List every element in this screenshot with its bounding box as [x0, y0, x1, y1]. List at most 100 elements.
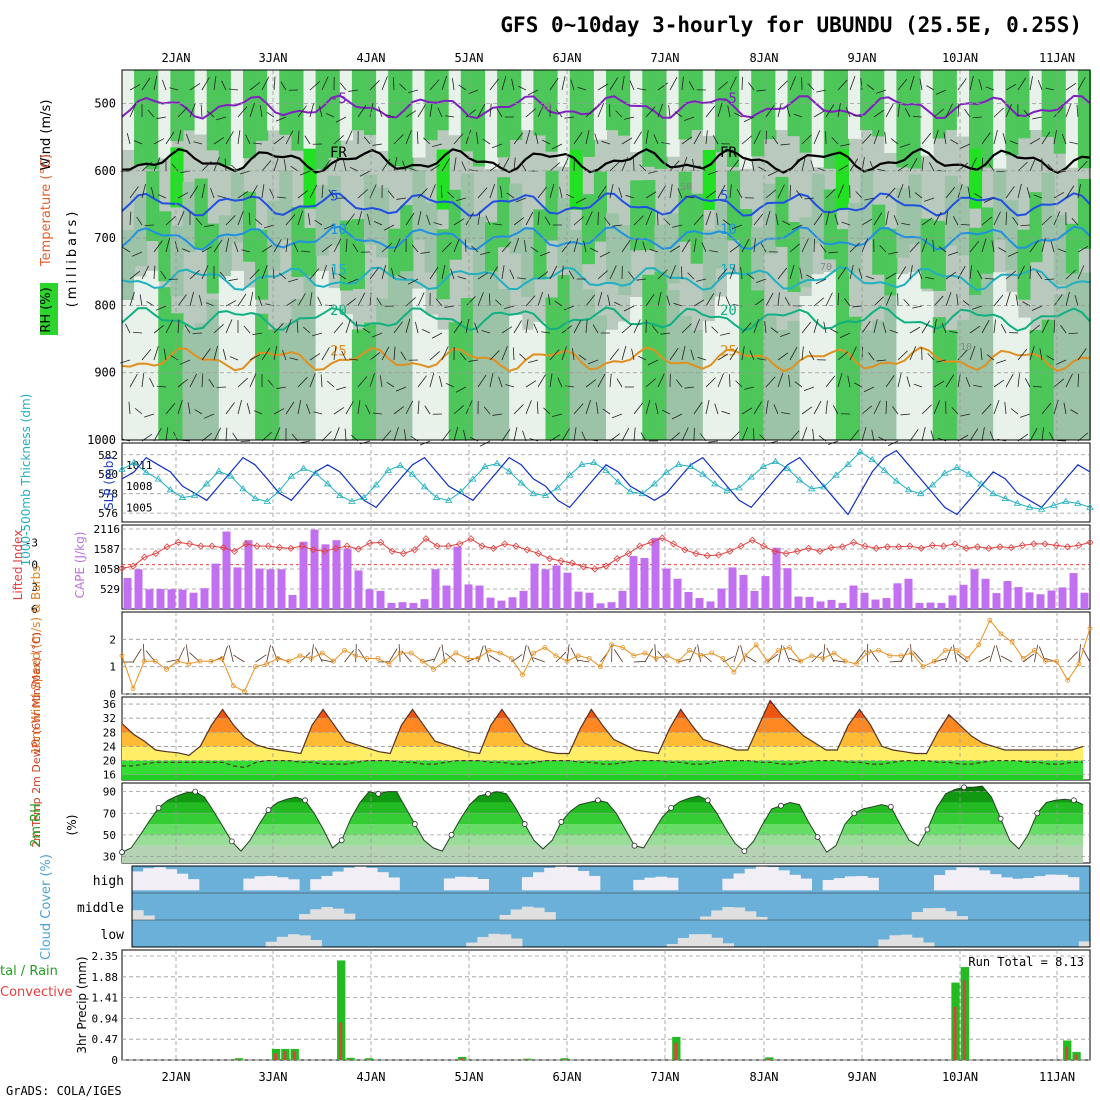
cape-bar	[574, 591, 583, 609]
wind-barb	[525, 380, 537, 388]
wind-barb	[405, 212, 415, 226]
wind-barb	[345, 238, 348, 253]
wind-barb	[201, 161, 212, 172]
wind-speed-point	[475, 656, 481, 661]
pressure-tick-label: 700	[94, 231, 116, 245]
wind-barb	[309, 373, 316, 388]
wind-barb	[873, 212, 883, 226]
rh-patch	[158, 287, 172, 440]
wind-barb	[1065, 373, 1073, 388]
wind-barb	[163, 348, 167, 361]
wind-barb	[141, 183, 146, 199]
wind-speed-point	[264, 661, 270, 667]
wind-barb	[359, 170, 371, 177]
li-point	[242, 540, 250, 548]
wind-barb	[949, 330, 959, 334]
rh-patch	[872, 320, 886, 440]
rh-patch	[339, 70, 353, 141]
rh-point	[265, 807, 272, 813]
wind-barb	[933, 400, 941, 415]
isotherm-label: FR	[330, 145, 347, 161]
wind-barb	[444, 305, 455, 308]
wind-barb	[333, 238, 342, 253]
rh-patch	[1005, 70, 1019, 156]
li-point	[433, 542, 441, 550]
thickness-point	[469, 475, 477, 482]
wind-barb	[885, 292, 893, 307]
wind-speed-point	[675, 658, 681, 664]
wind-barb	[855, 191, 863, 199]
wind-barb	[624, 116, 635, 120]
rh-patch	[533, 209, 547, 280]
wind-barb	[1017, 373, 1020, 388]
wind-barb	[861, 405, 873, 415]
rh-patch	[303, 148, 317, 209]
wind-barb	[275, 116, 287, 122]
wind-barb	[369, 372, 375, 388]
wind-barb	[439, 375, 443, 388]
wind-barb	[431, 332, 443, 339]
wind-barb	[527, 89, 539, 96]
isotherm-label: 25	[330, 343, 347, 359]
cloud-cell	[644, 877, 657, 891]
wind-barb	[245, 134, 251, 145]
wind-barb	[429, 103, 433, 118]
wind-barb	[748, 82, 755, 91]
wind-barb	[677, 188, 683, 199]
wind-barb	[273, 346, 278, 361]
wind-barb	[705, 210, 712, 226]
wind-barb	[633, 131, 643, 145]
wind-speed-point	[853, 661, 859, 667]
wind-barb	[884, 131, 887, 145]
wind-barb	[129, 84, 141, 91]
wind-barb	[912, 116, 923, 118]
wind-barb	[405, 400, 414, 415]
thickness-point	[614, 478, 622, 485]
wind-barb	[1077, 348, 1087, 361]
wind-barb	[552, 413, 563, 418]
cloud-cell	[388, 877, 400, 891]
wind-barb	[721, 410, 731, 415]
wind-speed-point	[720, 656, 726, 661]
wind-barb	[491, 143, 503, 149]
wind-barb	[612, 224, 623, 227]
wind-speed-point	[898, 653, 904, 659]
wind-barb	[297, 210, 303, 226]
rh-patch	[364, 322, 378, 440]
wind-barb	[662, 409, 671, 415]
wind-barb	[956, 293, 959, 307]
wind-barb	[543, 407, 551, 415]
wind-barb	[465, 109, 477, 118]
wind-barb	[885, 272, 897, 280]
wind-barb	[122, 247, 131, 253]
surface-wind-barb	[533, 657, 545, 663]
rh-patch	[593, 315, 607, 440]
li-point	[287, 544, 295, 552]
wind-barb	[537, 374, 546, 388]
thickness-label: 1000-500mb Thickness (dm)	[19, 394, 33, 567]
wind-barb	[1005, 373, 1014, 388]
wind-barb	[465, 212, 474, 226]
wind-barb	[969, 157, 977, 172]
wind-barb	[731, 224, 743, 229]
wind-barb	[513, 320, 522, 334]
wind-barb	[496, 108, 503, 118]
wind-barb	[729, 184, 732, 199]
wind-barb	[921, 157, 924, 172]
wind-barb	[463, 429, 467, 442]
wind-barb	[1077, 184, 1081, 199]
wind-barb	[165, 131, 175, 145]
thickness-point	[227, 472, 235, 479]
temp-tick-label: 20	[103, 755, 116, 768]
cloud-cell	[310, 909, 322, 920]
wind-barb	[672, 224, 683, 228]
wind-barb	[458, 84, 467, 91]
wind-barb	[217, 195, 227, 199]
wind-barb	[492, 413, 503, 416]
temp-band	[122, 732, 1083, 747]
wind-speed-point	[653, 656, 659, 661]
wind-speed-point	[664, 653, 670, 659]
wind-barb	[261, 245, 273, 253]
wind-barb	[225, 319, 233, 334]
wind-barb	[393, 238, 401, 253]
